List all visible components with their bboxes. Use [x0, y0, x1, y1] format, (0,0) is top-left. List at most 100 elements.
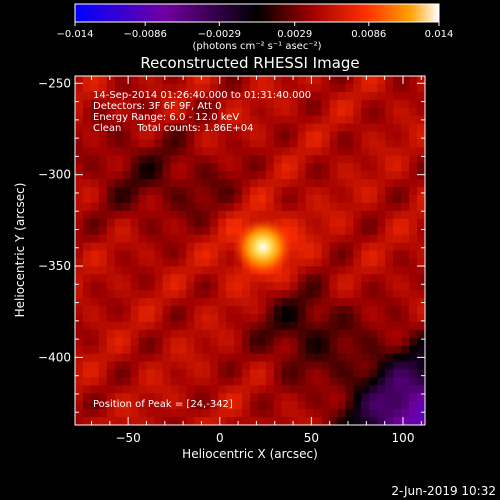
heatmap-cell: [393, 202, 402, 212]
heatmap-cell: [337, 353, 347, 363]
heatmap-cell: [417, 385, 425, 394]
heatmap-cell: [75, 361, 84, 371]
heatmap-cell: [417, 242, 425, 252]
heatmap-cell: [154, 385, 164, 394]
heatmap-cell: [250, 76, 259, 85]
heatmap-cell: [146, 417, 156, 425]
heatmap-cell: [353, 329, 362, 339]
heatmap-cell: [106, 353, 116, 363]
heatmap-cell: [329, 401, 339, 410]
heatmap-cell: [82, 298, 92, 307]
heatmap-cell: [361, 313, 370, 323]
heatmap-cell: [210, 194, 219, 204]
heatmap-cell: [329, 258, 339, 267]
heatmap-cell: [369, 385, 378, 394]
heatmap-cell: [289, 242, 299, 252]
heatmap-cell: [417, 234, 425, 244]
heatmap-cell: [353, 258, 362, 267]
heatmap-cell: [313, 377, 323, 386]
heatmap-cell: [106, 202, 116, 212]
heatmap-cell: [98, 409, 108, 418]
heatmap-cell: [178, 337, 187, 347]
heatmap-cell: [82, 282, 92, 291]
heatmap-cell: [321, 361, 331, 371]
heatmap-cell: [265, 76, 275, 85]
heatmap-cell: [98, 107, 108, 117]
heatmap-cell: [226, 385, 235, 394]
heatmap-cell: [202, 83, 211, 93]
heatmap-cell: [202, 91, 211, 101]
heatmap-cell: [321, 76, 331, 85]
heatmap-cell: [90, 83, 100, 93]
heatmap-cell: [250, 194, 259, 204]
heatmap-cell: [297, 147, 307, 156]
heatmap-cell: [385, 306, 394, 315]
heatmap-cell: [273, 321, 283, 331]
heatmap-cell: [186, 290, 195, 299]
heatmap-cell: [226, 242, 235, 252]
heatmap-cell: [194, 226, 203, 236]
heatmap-cell: [210, 266, 219, 275]
heatmap-cell: [401, 163, 410, 172]
heatmap-cell: [114, 131, 124, 141]
heatmap-cell: [146, 107, 156, 117]
heatmap-cell: [130, 242, 140, 252]
heatmap-cell: [361, 123, 370, 133]
heatmap-cell: [122, 345, 132, 355]
heatmap-cell: [178, 266, 187, 275]
heatmap-cell: [321, 155, 331, 164]
heatmap-cell: [337, 393, 347, 402]
heatmap-cell: [75, 202, 84, 212]
heatmap-cell: [281, 282, 291, 291]
heatmap-cell: [321, 377, 331, 386]
heatmap-cell: [130, 329, 140, 339]
heatmap-cell: [154, 242, 164, 252]
heatmap-cell: [361, 306, 370, 315]
y-axis-label: Heliocentric Y (arcsec): [13, 183, 27, 318]
heatmap-cell: [353, 250, 362, 260]
heatmap-cell: [146, 171, 156, 180]
heatmap-cell: [82, 345, 92, 355]
heatmap-cell: [305, 131, 315, 141]
heatmap-cell: [114, 242, 124, 252]
heatmap-cell: [401, 290, 410, 299]
heatmap-cell: [186, 139, 195, 148]
heatmap-cell: [313, 290, 323, 299]
heatmap-cell: [393, 83, 402, 93]
heatmap-cell: [194, 258, 203, 267]
heatmap-cell: [353, 417, 362, 425]
heatmap-cell: [281, 107, 291, 117]
heatmap-cell: [138, 163, 148, 172]
heatmap-cell: [202, 298, 211, 307]
heatmap-cell: [226, 147, 235, 156]
heatmap-cell: [361, 369, 370, 379]
heatmap-cell: [385, 123, 394, 133]
heatmap-cell: [281, 91, 291, 101]
heatmap-cell: [170, 385, 180, 394]
heatmap-cell: [289, 313, 299, 323]
heatmap-cell: [154, 123, 164, 133]
heatmap-cell: [401, 401, 410, 410]
heatmap-cell: [114, 337, 124, 347]
heatmap-cell: [234, 282, 243, 291]
heatmap-cell: [90, 345, 100, 355]
heatmap-cell: [369, 313, 378, 323]
heatmap-cell: [417, 91, 425, 101]
heatmap-cell: [305, 171, 315, 180]
heatmap-cell: [361, 385, 370, 394]
heatmap-cell: [154, 393, 164, 402]
heatmap-cell: [345, 313, 355, 323]
heatmap-cell: [75, 107, 84, 117]
heatmap-cell: [114, 345, 124, 355]
heatmap-cell: [210, 202, 219, 212]
heatmap-cell: [234, 345, 243, 355]
heatmap-cell: [170, 417, 180, 425]
heatmap-cell: [257, 91, 267, 101]
heatmap-cell: [401, 226, 410, 236]
heatmap-cell: [178, 250, 187, 260]
heatmap-cell: [186, 298, 195, 307]
heatmap-cell: [250, 179, 259, 188]
heatmap-cell: [250, 83, 259, 93]
heatmap-cell: [361, 393, 370, 402]
heatmap-cell: [122, 76, 132, 85]
